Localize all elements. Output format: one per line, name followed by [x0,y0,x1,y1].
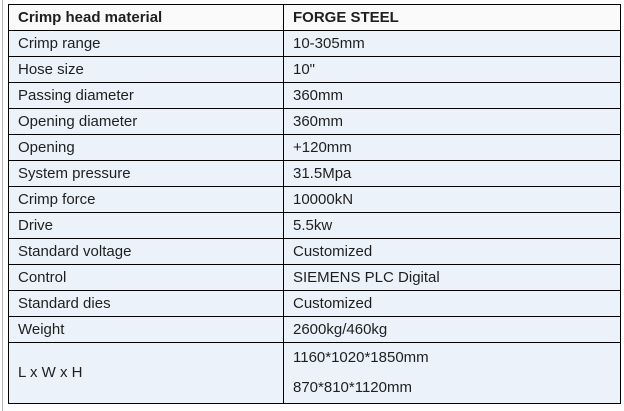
spec-value-cell: Customized [283,238,621,265]
spec-label-cell: Weight [8,316,284,343]
table-row: System pressure 31.5Mpa [8,160,621,187]
table-row: Drive 5.5kw [8,212,621,239]
spec-value-cell: +120mm [283,134,621,161]
spec-label-cell: Hose size [8,56,284,83]
table-row: Crimp range 10-305mm [8,30,621,57]
spec-label-cell: Crimp force [8,186,284,213]
table-row: Opening diameter 360mm [8,108,621,135]
spec-label-cell: System pressure [8,160,284,187]
table-row: Passing diameter 360mm [8,82,621,109]
spec-label-cell: Crimp range [8,30,284,57]
spec-table: Crimp head material FORGE STEEL Crimp ra… [8,4,621,404]
spec-label-cell: Standard voltage [8,238,284,265]
spec-label-cell: Control [8,264,284,291]
spec-label-cell: Standard dies [8,290,284,317]
spec-value-cell: 10" [283,56,621,83]
spec-value-cell: 1160*1020*1850mm 870*810*1120mm [283,342,621,404]
table-row: Crimp head material FORGE STEEL [8,4,621,31]
table-row: Standard voltage Customized [8,238,621,265]
spec-value-cell: 31.5Mpa [283,160,621,187]
table-row: Weight 2600kg/460kg [8,316,621,343]
table-row: Crimp force 10000kN [8,186,621,213]
spec-value-cell: 360mm [283,108,621,135]
table-row: L x W x H 1160*1020*1850mm 870*810*1120m… [8,342,621,404]
spec-value-cell: FORGE STEEL [283,4,621,31]
spec-value-cell: 5.5kw [283,212,621,239]
spec-value-cell: Customized [283,290,621,317]
spec-value-cell: SIEMENS PLC Digital [283,264,621,291]
table-row: Opening +120mm [8,134,621,161]
spec-value-cell: 10-305mm [283,30,621,57]
spec-value-cell: 10000kN [283,186,621,213]
spec-value-cell: 2600kg/460kg [283,316,621,343]
spec-label-cell: Crimp head material [8,4,284,31]
page-left-rule [2,0,3,411]
table-row: Control SIEMENS PLC Digital [8,264,621,291]
spec-label-cell: Opening [8,134,284,161]
spec-label-cell: L x W x H [8,342,284,404]
spec-value-cell: 360mm [283,82,621,109]
table-row: Hose size 10" [8,56,621,83]
table-row: Standard dies Customized [8,290,621,317]
spec-label-cell: Passing diameter [8,82,284,109]
spec-label-cell: Opening diameter [8,108,284,135]
spec-label-cell: Drive [8,212,284,239]
